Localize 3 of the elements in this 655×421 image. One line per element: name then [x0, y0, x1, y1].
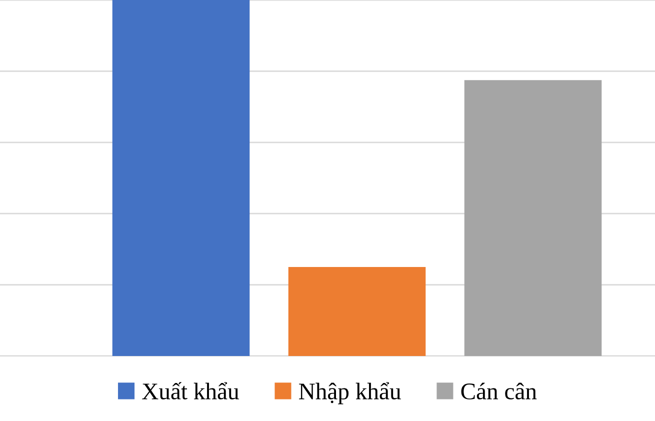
legend-label: Cán cân — [461, 382, 537, 400]
legend-label: Nhập khẩu — [299, 382, 401, 404]
legend-label: Xuất khẩu — [142, 382, 239, 400]
